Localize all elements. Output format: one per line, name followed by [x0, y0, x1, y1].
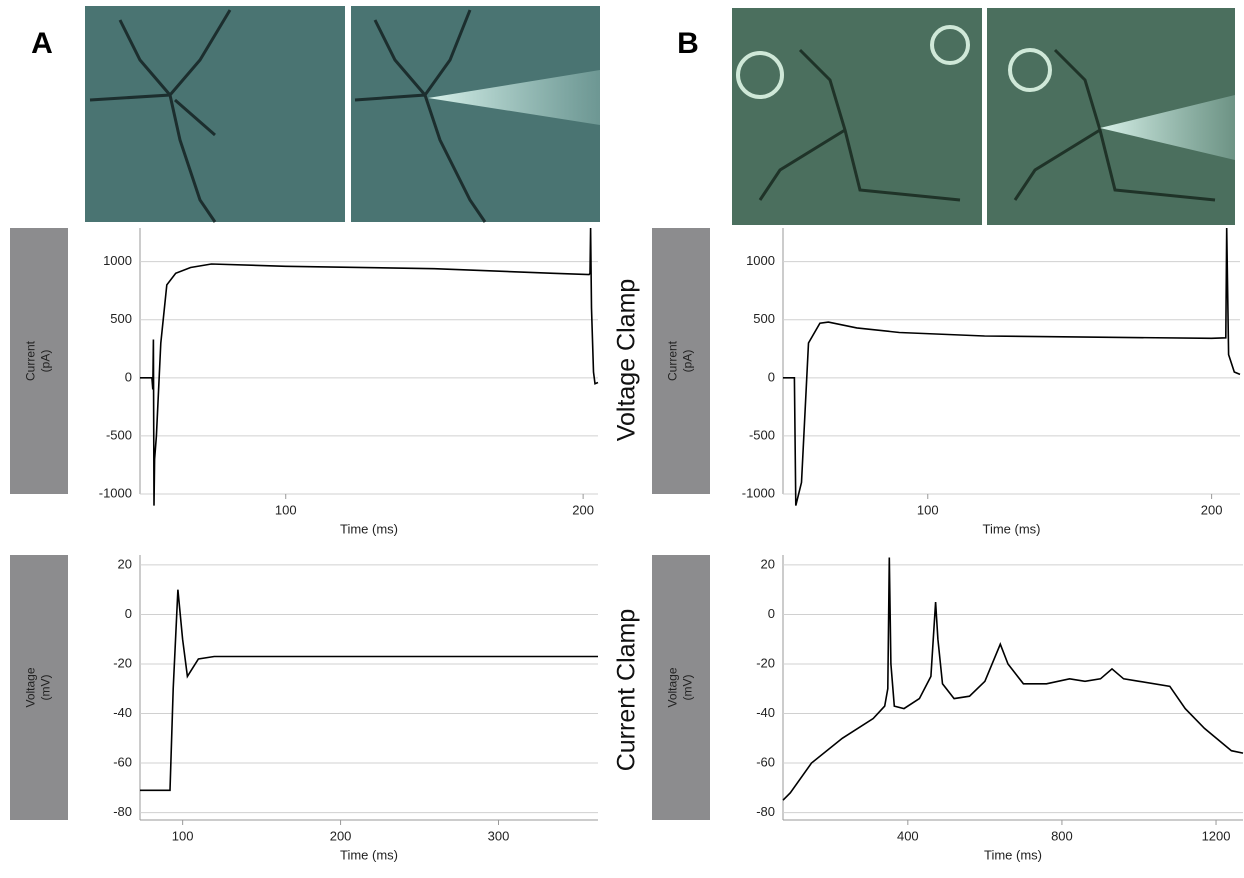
cell	[1008, 48, 1052, 92]
y-tick-label: 20	[761, 556, 775, 571]
y-tick-label: -20	[113, 655, 132, 670]
trace	[783, 227, 1241, 506]
y-tick-label: 0	[125, 369, 132, 384]
ylabel-box	[10, 555, 68, 820]
y-tick-label: 500	[110, 311, 132, 326]
x-tick-label: 200	[1201, 502, 1223, 517]
y-axis-label-line: Voltage	[24, 667, 38, 707]
x-tick-label: 200	[330, 828, 352, 843]
trace	[782, 557, 1244, 801]
y-axis-label-line: (pA)	[39, 350, 53, 373]
y-tick-label: -40	[756, 705, 775, 720]
ylabel-box	[652, 228, 710, 494]
y-tick-label: -500	[749, 427, 775, 442]
y-tick-label: -40	[113, 705, 132, 720]
row-label: Current Clamp	[613, 609, 641, 772]
neuron	[354, 9, 487, 223]
y-axis-label-line: Voltage	[666, 667, 680, 707]
y-axis-label-line: (pA)	[681, 350, 695, 373]
y-axis-label: Voltage (mV)	[24, 667, 53, 707]
y-axis-label: Current (pA)	[666, 340, 695, 381]
y-axis-label-line: Current	[24, 340, 38, 381]
x-tick-label: 100	[917, 502, 939, 517]
panel-label: A	[31, 27, 53, 60]
row-label: Voltage Clamp	[613, 279, 641, 442]
x-axis-label: Time (ms)	[984, 847, 1042, 862]
x-axis-label: Time (ms)	[340, 847, 398, 862]
ylabel-box	[652, 555, 710, 820]
pipette	[428, 70, 600, 125]
x-tick-label: 100	[172, 828, 194, 843]
y-tick-label: -1000	[742, 485, 775, 500]
y-axis-label: Voltage (mV)	[666, 667, 695, 707]
y-tick-label: -80	[113, 804, 132, 819]
y-tick-label: -1000	[99, 485, 132, 500]
micrographs	[85, 6, 1235, 225]
ylabel-box	[10, 228, 68, 494]
y-axis-label-line: Current	[666, 340, 680, 381]
y-axis-label: Current (pA)	[24, 340, 53, 381]
x-tick-label: 800	[1051, 828, 1073, 843]
cell	[930, 25, 970, 65]
neuron	[758, 48, 961, 202]
y-axis-label-line: (mV)	[39, 675, 53, 701]
y-tick-label: -60	[113, 754, 132, 769]
x-tick-label: 300	[488, 828, 510, 843]
cell	[736, 51, 784, 99]
x-axis-label: Time (ms)	[982, 521, 1040, 536]
x-axis-label: Time (ms)	[340, 521, 398, 536]
x-tick-label: 200	[572, 502, 594, 517]
trace	[140, 227, 599, 506]
y-tick-label: 1000	[746, 253, 775, 268]
x-tick-label: 100	[275, 502, 297, 517]
trace	[140, 589, 598, 792]
y-tick-label: -80	[756, 804, 775, 819]
panel-label: B	[677, 27, 699, 60]
y-tick-label: -60	[756, 754, 775, 769]
x-tick-label: 1200	[1202, 828, 1231, 843]
y-tick-label: 0	[125, 606, 132, 621]
neuron	[89, 9, 232, 223]
micrograph	[85, 6, 345, 222]
y-tick-label: 500	[753, 311, 775, 326]
y-tick-label: -20	[756, 655, 775, 670]
y-tick-label: 1000	[103, 253, 132, 268]
y-tick-label: -500	[106, 427, 132, 442]
y-tick-label: 0	[768, 369, 775, 384]
y-axis-label-line: (mV)	[681, 675, 695, 701]
pipette	[1100, 95, 1235, 160]
y-tick-label: 0	[768, 606, 775, 621]
y-tick-label: 20	[118, 556, 132, 571]
x-tick-label: 400	[897, 828, 919, 843]
neuron	[1013, 48, 1216, 202]
micrograph	[732, 8, 982, 225]
